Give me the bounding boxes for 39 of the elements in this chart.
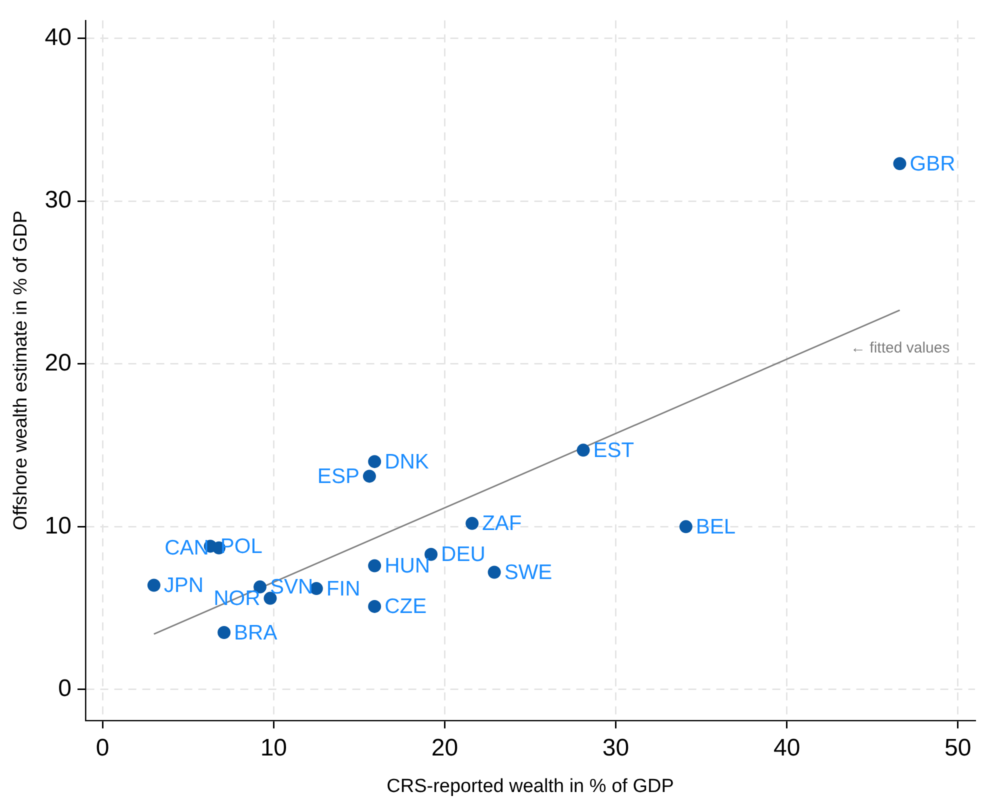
y-tick-label: 20 [44, 350, 72, 377]
annotation: DEU [441, 543, 486, 566]
y-tick-label: 0 [58, 675, 72, 702]
point [368, 455, 382, 468]
x-tick-label: 40 [773, 734, 800, 762]
point [362, 470, 376, 483]
point [679, 520, 692, 534]
y-tick-label: 40 [44, 24, 72, 51]
annotation: BEL [696, 515, 736, 538]
x-tick-label: 50 [944, 734, 972, 762]
y-tick-label: 30 [44, 186, 72, 214]
annotation: EST [593, 438, 634, 462]
annotation: ESP [317, 465, 360, 488]
point [368, 559, 382, 572]
point [576, 444, 590, 457]
annotation: CAN [164, 536, 209, 560]
point [893, 157, 906, 170]
point [368, 600, 382, 613]
x-tick-label: 20 [431, 734, 458, 762]
annotation: JPN [164, 574, 204, 598]
x-tick-label: 30 [602, 734, 630, 762]
x-tick-label: 10 [260, 734, 288, 762]
point [147, 578, 160, 592]
point [466, 516, 479, 530]
x-axis-title: CRS-reported wealth in % of GDP [386, 776, 674, 797]
annotation: HUN [384, 554, 430, 578]
y-axis-title: Offshore wealth estimate in % of GDP [10, 210, 32, 530]
y-tick-label: 10 [44, 512, 72, 540]
annotation: ← fitted values [850, 339, 950, 356]
x-tick-label: 0 [96, 734, 110, 762]
annotation: ZAF [482, 512, 522, 536]
point [218, 626, 231, 639]
annotation: DNK [384, 450, 429, 474]
point [488, 566, 501, 579]
annotation: FIN [326, 577, 360, 600]
annotation: GBR [910, 152, 956, 176]
annotation: SWE [504, 561, 552, 584]
annotation: CZE [384, 595, 427, 618]
annotation: BRA [234, 621, 278, 644]
